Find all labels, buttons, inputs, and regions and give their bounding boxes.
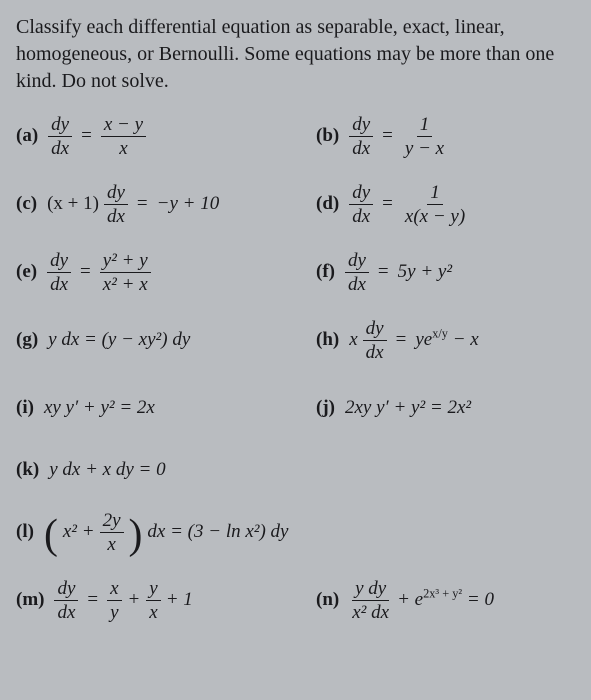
label-j: (j)	[316, 397, 335, 420]
a-rhs-num: x − y	[101, 115, 146, 137]
row-ef: (e) dydx = y² + yx² + x (f) dydx = 5y + …	[16, 249, 575, 295]
c-rhs: −y + 10	[157, 193, 220, 216]
n-f1db: dx	[371, 602, 389, 623]
item-d: (d) dydx = 1x(x − y)	[316, 183, 575, 226]
item-j: (j) 2xy y′ + y² = 2x²	[316, 397, 575, 420]
l-mid: dx = (3 − ln x²) dy	[147, 521, 288, 544]
label-k: (k)	[16, 459, 39, 482]
i-eq: xy y′ + y² = 2x	[44, 397, 155, 420]
a-rhs-den: x	[116, 137, 130, 158]
label-b: (b)	[316, 125, 339, 148]
label-c: (c)	[16, 193, 37, 216]
f-rhs: 5y + y²	[398, 261, 452, 284]
n-exp: 2x³ + y²	[423, 586, 462, 600]
item-l: (l) ( x² + 2yx ) dx = (3 − ln x²) dy	[16, 511, 575, 554]
item-m: (m) dydx = xy + yx + 1	[16, 579, 316, 622]
n-f1d: x²	[352, 602, 366, 623]
m-lnum: dy	[54, 579, 78, 601]
row-k: (k) y dx + x dy = 0	[16, 447, 575, 493]
h-num: dy	[363, 319, 387, 341]
item-n: (n) y dy x² dx + e2x³ + y² = 0	[316, 579, 575, 622]
h-rhsa: ye	[415, 329, 432, 350]
b-rhs-num: 1	[417, 115, 433, 137]
f-num: dy	[345, 251, 369, 273]
row-cd: (c) (x + 1) dydx = −y + 10 (d) dydx = 1x…	[16, 181, 575, 227]
b-lhs-num: dy	[349, 115, 373, 137]
d-lnum: dy	[349, 183, 373, 205]
label-m: (m)	[16, 589, 44, 612]
a-lhs-num: dy	[48, 115, 72, 137]
h-coeff: x	[349, 329, 357, 352]
d-rnum: 1	[427, 183, 443, 205]
d-rden: x(x − y)	[402, 205, 468, 226]
e-lden: dx	[47, 273, 71, 294]
e-rnum: y² + y	[100, 251, 151, 273]
label-l: (l)	[16, 521, 34, 544]
l-fnum: 2y	[100, 511, 124, 533]
n-f1nb: dy	[368, 578, 386, 599]
n-plus: + e	[397, 589, 423, 610]
m-f1n: x	[107, 579, 121, 601]
item-k: (k) y dx + x dy = 0	[16, 459, 575, 482]
b-rhs-den: y − x	[402, 137, 447, 158]
m-f2n: y	[146, 579, 160, 601]
instructions: Classify each differential equation as s…	[16, 14, 575, 95]
label-f: (f)	[316, 261, 335, 284]
h-den: dx	[363, 341, 387, 362]
m-f1d: y	[107, 601, 121, 622]
e-lnum: dy	[47, 251, 71, 273]
item-h: (h) x dydx = yex/y − x	[316, 319, 575, 362]
item-c: (c) (x + 1) dydx = −y + 10	[16, 183, 316, 226]
b-lhs-den: dx	[349, 137, 373, 158]
item-g: (g) y dx = (y − xy²) dy	[16, 329, 316, 352]
h-rhsb: − x	[448, 329, 479, 350]
f-den: dx	[345, 273, 369, 294]
j-eq: 2xy y′ + y² = 2x²	[345, 397, 471, 420]
row-mn: (m) dydx = xy + yx + 1 (n) y dy x² dx + …	[16, 577, 575, 623]
c-coeff: (x + 1)	[47, 193, 99, 216]
a-lhs-den: dx	[48, 137, 72, 158]
c-den: dx	[104, 205, 128, 226]
k-eq: y dx + x dy = 0	[49, 459, 165, 482]
c-num: dy	[104, 183, 128, 205]
item-i: (i) xy y′ + y² = 2x	[16, 397, 316, 420]
label-e: (e)	[16, 261, 37, 284]
l-fden: x	[104, 533, 118, 554]
m-tail: + 1	[166, 589, 193, 612]
m-lden: dx	[54, 601, 78, 622]
label-a: (a)	[16, 125, 38, 148]
row-gh: (g) y dx = (y − xy²) dy (h) x dydx = yex…	[16, 317, 575, 363]
d-lden: dx	[349, 205, 373, 226]
label-h: (h)	[316, 329, 339, 352]
label-i: (i)	[16, 397, 34, 420]
label-n: (n)	[316, 589, 339, 612]
m-f2d: x	[146, 601, 160, 622]
row-ab: (a) dydx = x − yx (b) dydx = 1y − x	[16, 113, 575, 159]
n-f1n: y	[355, 578, 363, 599]
row-l: (l) ( x² + 2yx ) dx = (3 − ln x²) dy	[16, 509, 575, 555]
label-d: (d)	[316, 193, 339, 216]
item-b: (b) dydx = 1y − x	[316, 115, 575, 158]
row-ij: (i) xy y′ + y² = 2x (j) 2xy y′ + y² = 2x…	[16, 385, 575, 431]
n-tail: = 0	[462, 589, 494, 610]
l-pre: x² +	[63, 521, 95, 544]
label-g: (g)	[16, 329, 38, 352]
h-exp: x/y	[432, 326, 448, 340]
g-eq: y dx = (y − xy²) dy	[48, 329, 190, 352]
item-f: (f) dydx = 5y + y²	[316, 251, 575, 294]
item-a: (a) dydx = x − yx	[16, 115, 316, 158]
e-rden: x² + x	[100, 273, 151, 294]
item-e: (e) dydx = y² + yx² + x	[16, 251, 316, 294]
